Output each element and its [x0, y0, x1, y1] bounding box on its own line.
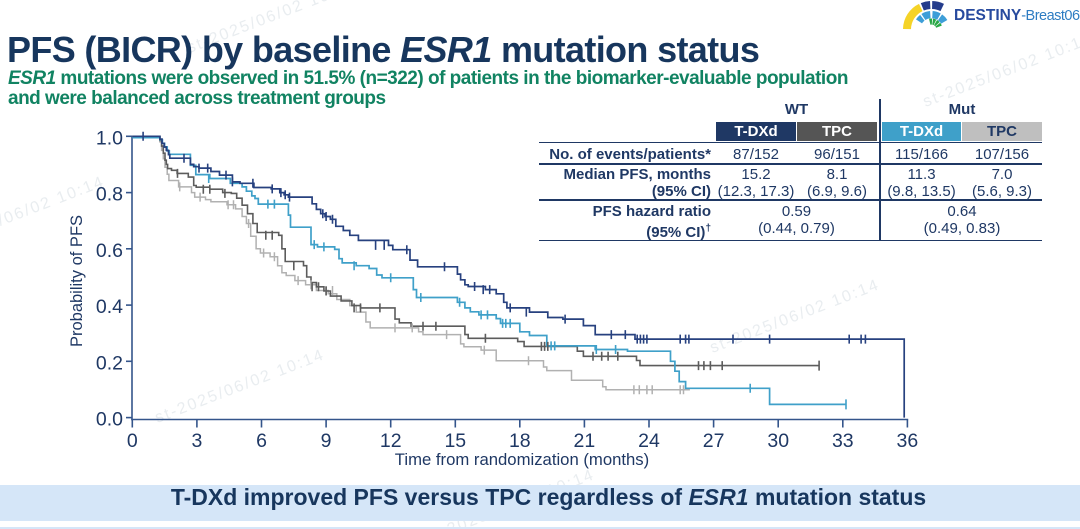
svg-text:0: 0: [127, 430, 138, 452]
svg-text:Time from randomization (month: Time from randomization (months): [395, 450, 649, 469]
svg-text:33: 33: [832, 430, 854, 452]
svg-text:27: 27: [703, 430, 725, 452]
svg-text:24: 24: [638, 430, 660, 452]
svg-text:1.0: 1.0: [96, 127, 123, 149]
svg-text:0.0: 0.0: [96, 409, 123, 431]
svg-text:21: 21: [574, 430, 596, 452]
svg-text:0.4: 0.4: [96, 296, 123, 318]
svg-text:9: 9: [321, 430, 332, 452]
svg-text:0.2: 0.2: [96, 352, 123, 374]
svg-text:0.6: 0.6: [96, 240, 123, 262]
svg-text:3: 3: [191, 430, 202, 452]
svg-text:12: 12: [380, 430, 402, 452]
svg-text:15: 15: [444, 430, 466, 452]
svg-text:Probability of PFS: Probability of PFS: [68, 215, 86, 347]
svg-text:6: 6: [256, 430, 267, 452]
svg-text:30: 30: [767, 430, 789, 452]
svg-text:18: 18: [509, 430, 531, 452]
svg-text:0.8: 0.8: [96, 184, 123, 206]
svg-text:36: 36: [897, 430, 919, 452]
